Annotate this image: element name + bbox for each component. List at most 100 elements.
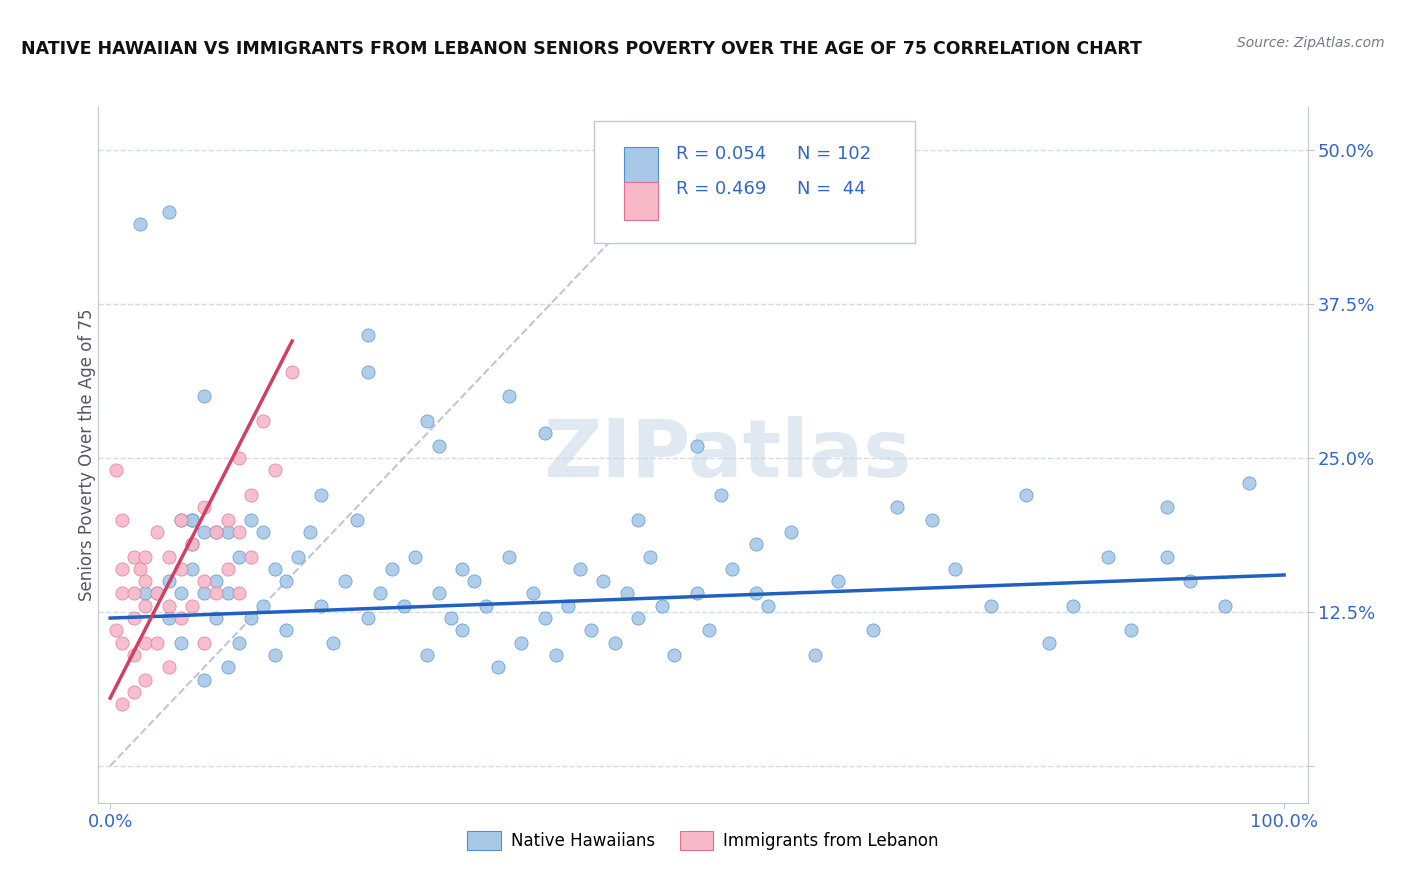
Text: N =  44: N = 44 [797,180,866,198]
Point [346,512,368,526]
Point [169,562,191,576]
Point [181,599,204,613]
Point [311,599,333,613]
Point [745,537,768,551]
Point [169,512,191,526]
Point [756,599,779,613]
Point [193,389,215,403]
Point [451,562,474,576]
Point [252,414,274,428]
Point [416,648,439,662]
Point [1156,500,1178,515]
Point [592,574,614,589]
Point [862,624,884,638]
Point [204,586,226,600]
FancyBboxPatch shape [624,147,658,186]
Point [368,586,391,600]
Point [193,586,215,600]
Point [486,660,509,674]
Point [181,537,204,551]
Point [217,586,239,600]
Point [1015,488,1038,502]
Point [322,636,344,650]
Point [357,611,380,625]
Point [252,599,274,613]
Point [281,365,304,379]
Point [134,586,156,600]
Point [105,463,128,477]
Point [134,574,156,589]
Point [157,660,180,674]
Point [122,586,145,600]
Point [276,574,298,589]
Text: NATIVE HAWAIIAN VS IMMIGRANTS FROM LEBANON SENIORS POVERTY OVER THE AGE OF 75 CO: NATIVE HAWAIIAN VS IMMIGRANTS FROM LEBAN… [21,40,1142,58]
Point [745,586,768,600]
Point [1215,599,1237,613]
Text: N = 102: N = 102 [797,145,872,163]
Point [181,512,204,526]
Point [240,549,263,564]
Point [276,624,298,638]
Point [228,636,250,650]
Point [157,611,180,625]
Point [651,599,673,613]
Point [980,599,1002,613]
Point [204,574,226,589]
Point [263,463,285,477]
Point [697,624,720,638]
Point [357,327,380,342]
Point [1180,574,1202,589]
Point [686,439,709,453]
Point [1237,475,1260,490]
Point [1121,624,1143,638]
Point [1062,599,1084,613]
Point [557,599,579,613]
Point [510,636,533,650]
Point [638,549,661,564]
Text: R = 0.054: R = 0.054 [676,145,766,163]
Point [287,549,309,564]
Point [217,512,239,526]
Point [169,586,191,600]
Point [1156,549,1178,564]
Point [921,512,943,526]
Point [228,450,250,465]
Point [1038,636,1060,650]
Point [392,599,415,613]
Point [111,512,134,526]
Point [451,624,474,638]
Point [827,574,849,589]
Point [780,524,803,539]
Point [111,636,134,650]
Point [498,389,520,403]
Point [240,512,263,526]
Point [498,549,520,564]
Point [228,524,250,539]
Point [546,648,568,662]
Point [181,537,204,551]
Point [146,586,169,600]
Point [122,611,145,625]
Point [686,586,709,600]
Point [404,549,426,564]
Point [1097,549,1119,564]
Point [533,611,555,625]
Point [134,549,156,564]
Point [240,611,263,625]
Point [134,673,156,687]
Point [581,624,603,638]
Point [710,488,733,502]
Point [627,611,650,625]
Point [128,562,150,576]
Point [181,562,204,576]
Point [204,611,226,625]
Y-axis label: Seniors Poverty Over the Age of 75: Seniors Poverty Over the Age of 75 [79,309,96,601]
Point [533,426,555,441]
Point [463,574,485,589]
Point [169,611,191,625]
Point [263,648,285,662]
Point [146,524,169,539]
Point [311,488,333,502]
Point [252,524,274,539]
Point [217,562,239,576]
